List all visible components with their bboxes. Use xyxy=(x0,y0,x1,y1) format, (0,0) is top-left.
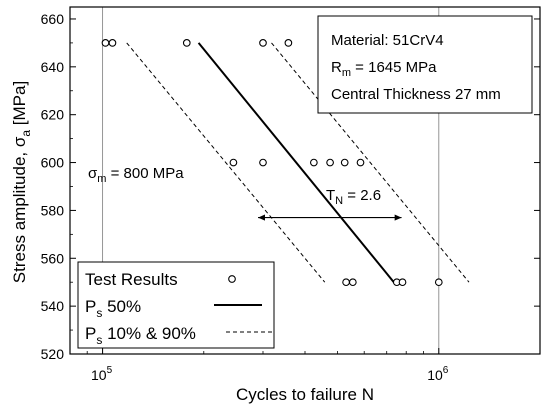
scatter-band-label: TN = 2.6 xyxy=(326,187,381,207)
legend: Test Results Ps 50% Ps 10% & 90% xyxy=(77,261,275,349)
data-point xyxy=(326,158,334,167)
y-tick-label: 620 xyxy=(41,107,65,123)
band-line xyxy=(271,42,470,283)
band-line xyxy=(126,42,326,283)
data-point xyxy=(229,158,238,167)
legend-label-test-results: Test Results xyxy=(85,270,178,289)
x-axis-title: Cycles to failure N xyxy=(236,385,374,404)
y-tick-label: 640 xyxy=(41,59,65,75)
data-point xyxy=(342,278,350,287)
data-point xyxy=(434,278,443,287)
y-tick-label: 560 xyxy=(41,250,65,266)
median-line xyxy=(197,42,395,283)
y-tick-label: 520 xyxy=(41,346,65,362)
mean-stress-label: σm = 800 MPa xyxy=(88,165,184,185)
data-point xyxy=(340,158,349,167)
tensile-strength-label: Rm = 1645 MPa xyxy=(331,59,437,79)
data-point xyxy=(356,158,365,167)
legend-marker-test-results xyxy=(228,275,236,283)
data-point xyxy=(398,278,407,287)
markers-layer xyxy=(101,39,443,287)
legend-label-median: Ps 50% xyxy=(85,297,141,320)
data-point xyxy=(310,158,318,167)
thickness-label: Central Thickness 27 mm xyxy=(331,86,501,103)
data-point xyxy=(259,39,267,47)
material-info-box: Material: 51CrV4 Rm = 1645 MPa Central T… xyxy=(317,15,533,114)
ticks-layer: 105 106 520 540 560 580 600 620 640 660 xyxy=(41,11,540,383)
data-point xyxy=(108,39,117,47)
data-point xyxy=(259,158,267,167)
y-tick-label: 540 xyxy=(41,298,65,314)
data-point xyxy=(348,278,357,287)
y-tick-label: 580 xyxy=(41,202,65,218)
legend-label-bands: Ps 10% & 90% xyxy=(85,324,196,347)
y-axis-title: Stress amplitude, σa [MPa] xyxy=(10,81,33,283)
data-point xyxy=(284,39,293,47)
dashed-lines-layer xyxy=(126,42,470,283)
material-label: Material: 51CrV4 xyxy=(331,32,444,49)
data-point xyxy=(101,39,110,47)
y-tick-label: 600 xyxy=(41,155,65,171)
x-tick-label: 105 xyxy=(91,365,113,383)
x-tick-label: 106 xyxy=(427,365,449,383)
data-point xyxy=(182,39,191,47)
y-tick-label: 660 xyxy=(41,11,65,27)
median-line-layer xyxy=(197,42,395,283)
